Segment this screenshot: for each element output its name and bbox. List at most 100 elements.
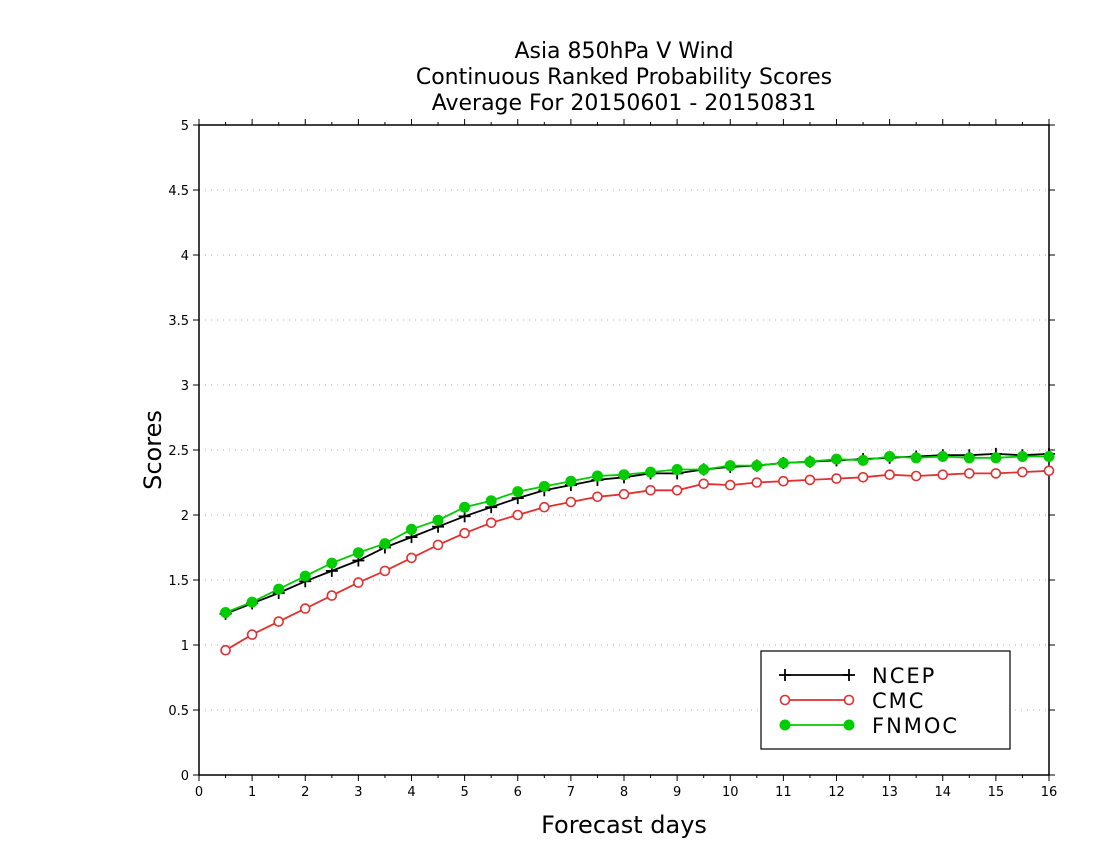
x-tick-label: 10 xyxy=(722,785,739,800)
legend-marker xyxy=(779,719,791,731)
y-tick-label: 4.5 xyxy=(168,184,189,199)
data-point-fnmoc xyxy=(857,454,869,466)
data-point-fnmoc xyxy=(485,495,497,507)
data-point-fnmoc xyxy=(1043,451,1055,462)
data-point-fnmoc xyxy=(459,501,471,513)
gridlines xyxy=(199,124,1049,711)
data-point-cmc xyxy=(326,590,338,601)
x-tick-label: 12 xyxy=(828,785,845,800)
data-point-fnmoc xyxy=(884,451,896,462)
data-point-cmc xyxy=(1017,466,1028,478)
data-point-cmc xyxy=(485,517,497,529)
series-line-cmc xyxy=(225,469,1050,651)
data-point-fnmoc xyxy=(512,486,524,498)
legend-item-ncep: NCEP xyxy=(779,664,936,688)
data-point-fnmoc xyxy=(963,452,975,464)
data-point-fnmoc xyxy=(831,453,842,465)
legend-marker xyxy=(779,669,791,681)
data-point-cmc xyxy=(831,473,842,484)
legend-marker xyxy=(843,694,855,706)
data-point-fnmoc xyxy=(299,570,311,582)
data-point-cmc xyxy=(1043,465,1055,477)
data-point-cmc xyxy=(884,469,895,481)
data-point-cmc xyxy=(220,644,231,656)
legend-item-cmc: CMC xyxy=(779,689,925,713)
data-point-fnmoc xyxy=(910,452,922,464)
data-point-cmc xyxy=(459,527,470,539)
y-tick-label: 0.5 xyxy=(168,704,189,719)
data-point-fnmoc xyxy=(777,457,789,469)
data-point-cmc xyxy=(778,475,789,487)
x-tick-label: 9 xyxy=(673,785,681,800)
data-point-cmc xyxy=(512,509,524,521)
data-point-fnmoc xyxy=(618,469,630,481)
x-tick-label: 14 xyxy=(934,785,951,800)
y-tick-label: 1 xyxy=(181,639,189,654)
data-point-fnmoc xyxy=(804,456,816,468)
series-line-fnmoc xyxy=(225,455,1049,614)
legend-marker xyxy=(843,719,855,731)
x-tick-label: 0 xyxy=(195,785,203,800)
x-tick-label: 15 xyxy=(988,785,1005,800)
data-point-cmc xyxy=(857,471,869,483)
data-point-cmc xyxy=(910,470,922,482)
y-axis-title: Scores xyxy=(139,410,167,490)
series-line-ncep xyxy=(225,452,1050,615)
x-tick-label: 13 xyxy=(881,785,898,800)
y-tick-label: 3.5 xyxy=(168,314,189,329)
legend-label: CMC xyxy=(872,689,925,713)
data-point-fnmoc xyxy=(698,464,710,475)
data-point-cmc xyxy=(353,577,364,588)
data-point-cmc xyxy=(990,468,1002,479)
title-line-3: Average For 20150601 - 20150831 xyxy=(432,91,817,116)
x-tick-label: 8 xyxy=(620,785,628,800)
series-fnmoc xyxy=(220,451,1055,618)
data-point-fnmoc xyxy=(220,607,232,618)
x-tick-label: 11 xyxy=(775,785,792,800)
data-point-fnmoc xyxy=(352,547,364,559)
data-point-cmc xyxy=(645,484,656,496)
data-point-cmc xyxy=(299,603,311,614)
y-tick-label: 2 xyxy=(181,509,189,524)
title-line-2: Continuous Ranked Probability Scores xyxy=(416,65,832,90)
data-point-fnmoc xyxy=(937,451,949,462)
data-point-fnmoc xyxy=(538,480,550,492)
data-point-fnmoc xyxy=(591,470,603,482)
data-point-fnmoc xyxy=(246,596,258,608)
data-point-cmc xyxy=(432,539,444,551)
y-tick-label: 3 xyxy=(181,379,189,394)
data-point-cmc xyxy=(671,484,683,496)
data-point-cmc xyxy=(804,474,816,486)
data-point-fnmoc xyxy=(326,557,338,569)
legend-item-fnmoc: FNMOC xyxy=(779,714,957,738)
data-point-cmc xyxy=(964,468,975,479)
data-point-fnmoc xyxy=(671,464,683,475)
x-tick-label: 4 xyxy=(407,785,415,800)
data-point-fnmoc xyxy=(273,583,285,595)
data-point-fnmoc xyxy=(1016,451,1028,462)
data-point-fnmoc xyxy=(379,538,391,550)
data-point-fnmoc xyxy=(406,523,417,535)
data-point-fnmoc xyxy=(432,514,444,526)
data-point-cmc xyxy=(698,478,709,490)
series-layer xyxy=(219,447,1055,656)
x-tick-label: 2 xyxy=(301,785,309,800)
x-tick-label: 16 xyxy=(1041,785,1058,800)
data-point-cmc xyxy=(565,496,577,508)
y-tick-label: 4 xyxy=(181,249,189,264)
y-tick-label: 5 xyxy=(181,119,189,134)
data-point-cmc xyxy=(751,477,763,488)
x-axis-title: Forecast days xyxy=(541,811,707,839)
y-tick-label: 2.5 xyxy=(168,444,189,459)
y-tick-label: 0 xyxy=(181,769,189,784)
legend-label: NCEP xyxy=(872,664,936,688)
axis-ticks: 00.511.522.533.544.550 1 2 3 4 5 6 7 8 9 10 11 12 13 1… xyxy=(168,119,1057,800)
data-point-cmc xyxy=(592,491,603,503)
title-line-1: Asia 850hPa V Wind xyxy=(514,39,733,64)
data-point-fnmoc xyxy=(990,452,1002,464)
data-point-fnmoc xyxy=(724,460,736,472)
data-point-cmc xyxy=(618,488,630,500)
data-point-cmc xyxy=(937,469,949,481)
